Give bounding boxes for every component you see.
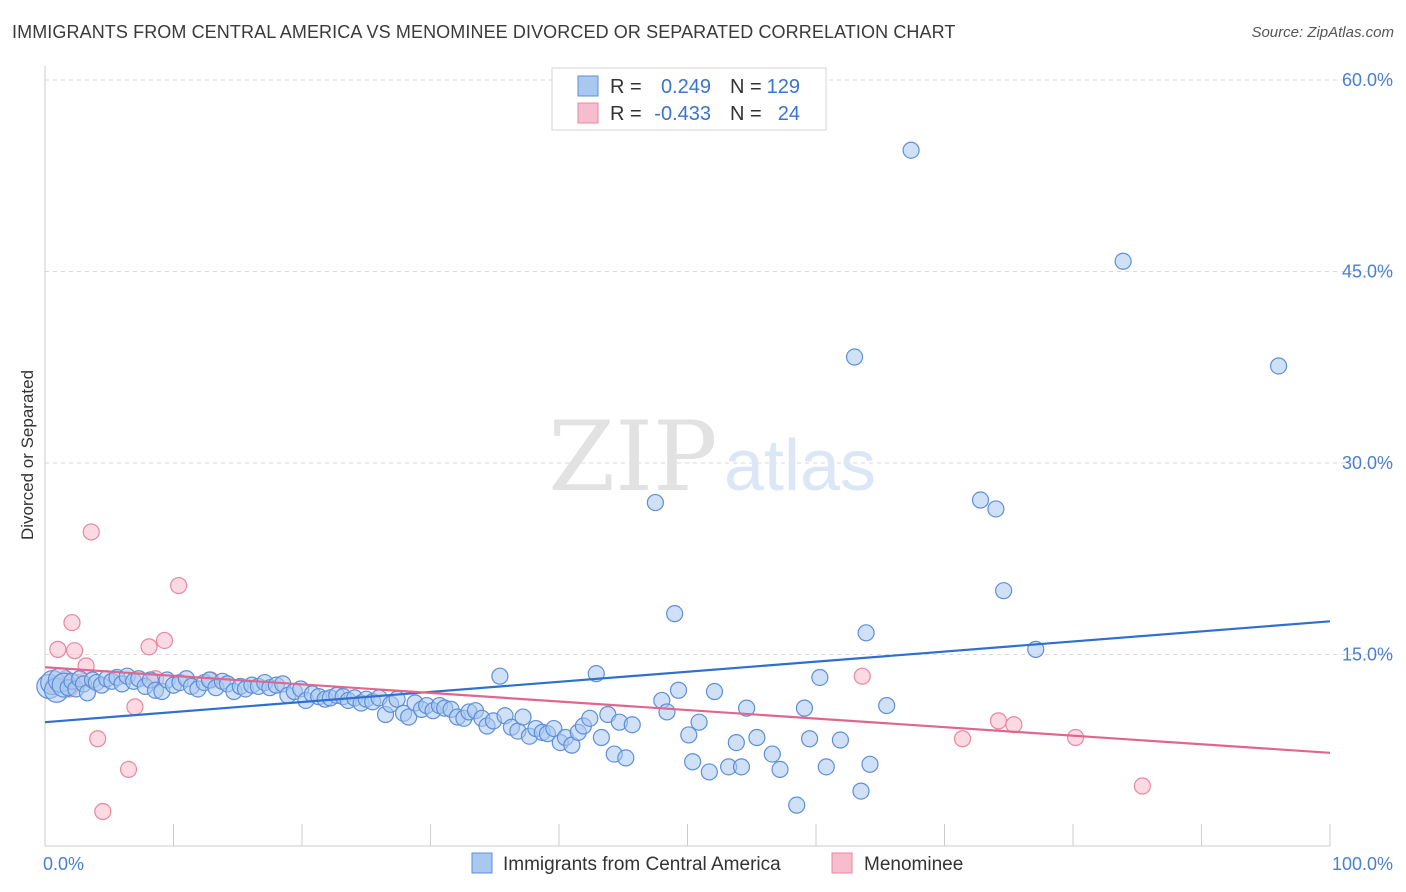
scatter-point-central-america bbox=[831, 731, 850, 749]
scatter-point-menominee bbox=[155, 631, 174, 650]
scatter-point-menominee bbox=[49, 640, 67, 658]
scatter-point-central-america bbox=[817, 758, 835, 776]
scatter-point-central-america bbox=[623, 716, 641, 734]
y-tick-label: 15.0% bbox=[1342, 645, 1393, 665]
scatter-point-menominee bbox=[126, 698, 144, 716]
scatter-point-menominee bbox=[140, 638, 158, 656]
chart-source: Source: ZipAtlas.com bbox=[1251, 24, 1394, 41]
top-legend: R = 0.249 N = 129 R = -0.433 N = 24 bbox=[551, 67, 827, 131]
trend-line-central-america bbox=[44, 620, 1331, 724]
legend-swatch-blue bbox=[577, 75, 599, 97]
scatter-point-central-america bbox=[971, 491, 990, 509]
scatter-point-menominee bbox=[1133, 777, 1151, 795]
grid-layer bbox=[45, 79, 1392, 655]
scatter-point-central-america bbox=[763, 745, 781, 763]
scatter-point-menominee bbox=[94, 802, 112, 821]
scatter-point-central-america bbox=[491, 667, 509, 685]
scatter-point-menominee bbox=[65, 642, 84, 660]
scatter-point-central-america bbox=[669, 681, 688, 699]
scatter-point-menominee bbox=[953, 730, 972, 748]
y-tick-label: 45.0% bbox=[1342, 262, 1393, 282]
axes-layer: 15.0% 30.0% 45.0% 60.0% 0.0% 100.0% bbox=[43, 66, 1393, 874]
scatter-point-central-america bbox=[680, 726, 698, 744]
scatter-point-central-america bbox=[705, 682, 724, 701]
y-axis-label: Divorced or Separated bbox=[18, 370, 37, 540]
legend-n-value-pink: 24 bbox=[778, 103, 800, 125]
scatter-point-central-america bbox=[902, 141, 920, 159]
bottom-legend-swatch-pink bbox=[831, 852, 853, 874]
watermark: ZIP atlas bbox=[548, 401, 876, 513]
legend-n-label-blue: N = bbox=[730, 76, 762, 98]
scatter-point-menominee bbox=[119, 760, 138, 779]
scatter-point-central-america bbox=[690, 713, 708, 731]
scatter-point-central-america bbox=[987, 500, 1005, 518]
scatter-point-central-america bbox=[666, 605, 684, 623]
scatter-point-central-america bbox=[788, 796, 806, 814]
scatter-point-menominee bbox=[82, 523, 100, 541]
scatter-point-menominee bbox=[170, 576, 188, 595]
scatter-point-central-america bbox=[738, 699, 756, 717]
bottom-legend: Immigrants from Central America Menomine… bbox=[471, 852, 963, 875]
scatter-point-central-america bbox=[617, 749, 635, 767]
bottom-legend-label-pink: Menominee bbox=[864, 854, 963, 875]
scatter-point-central-america bbox=[861, 755, 879, 773]
trend-line-menominee bbox=[44, 666, 1331, 754]
scatter-point-central-america bbox=[1114, 252, 1132, 270]
bottom-legend-label-blue: Immigrants from Central America bbox=[503, 854, 781, 875]
scatter-point-central-america bbox=[811, 668, 829, 687]
legend-n-value-blue: 129 bbox=[767, 76, 800, 98]
scatter-point-menominee bbox=[989, 712, 1008, 730]
y-tick-label: 60.0% bbox=[1342, 70, 1393, 90]
x-tick-label: 0.0% bbox=[43, 854, 84, 874]
scatter-point-central-america bbox=[852, 782, 870, 800]
scatter-point-central-america bbox=[658, 703, 676, 721]
legend-r-value-blue: 0.249 bbox=[661, 76, 711, 98]
scatter-point-central-america bbox=[592, 728, 611, 747]
scatter-point-central-america bbox=[400, 708, 418, 726]
scatter-point-menominee bbox=[853, 667, 871, 685]
scatter-point-menominee bbox=[89, 730, 107, 748]
scatter-point-central-america bbox=[646, 493, 664, 512]
scatter-point-central-america bbox=[800, 730, 819, 748]
scatter-point-central-america bbox=[700, 763, 718, 781]
legend-r-label-pink: R = bbox=[610, 103, 642, 125]
scatter-point-central-america bbox=[732, 758, 751, 776]
scatter-point-menominee bbox=[63, 613, 81, 632]
chart-title: IMMIGRANTS FROM CENTRAL AMERICA VS MENOM… bbox=[12, 22, 956, 42]
scatter-point-central-america bbox=[514, 708, 532, 726]
scatter-point-central-america bbox=[845, 348, 864, 366]
scatter-point-central-america bbox=[795, 699, 814, 717]
scatter-point-central-america bbox=[545, 719, 563, 738]
scatter-point-central-america bbox=[748, 728, 766, 747]
legend-r-label-blue: R = bbox=[610, 76, 642, 98]
scatter-point-central-america bbox=[857, 624, 875, 642]
scatter-point-central-america bbox=[581, 709, 599, 727]
scatter-point-central-america bbox=[727, 733, 745, 752]
points-layer bbox=[36, 141, 1288, 821]
x-tick-label: 100.0% bbox=[1332, 854, 1393, 874]
bottom-legend-swatch-blue bbox=[471, 852, 493, 874]
scatter-point-central-america bbox=[1269, 357, 1288, 375]
scatter-point-menominee bbox=[1066, 728, 1085, 747]
watermark-atlas: atlas bbox=[724, 426, 876, 506]
legend-r-value-pink: -0.433 bbox=[654, 103, 711, 125]
legend-n-label-pink: N = bbox=[730, 103, 762, 125]
legend-swatch-pink bbox=[577, 102, 599, 124]
scatter-point-central-america bbox=[878, 696, 896, 715]
scatter-point-central-america bbox=[771, 760, 789, 779]
y-tick-label: 30.0% bbox=[1342, 453, 1393, 473]
scatter-point-central-america bbox=[995, 582, 1013, 600]
watermark-zip: ZIP bbox=[548, 401, 717, 513]
trend-layer bbox=[44, 620, 1331, 754]
scatter-point-central-america bbox=[684, 753, 702, 771]
